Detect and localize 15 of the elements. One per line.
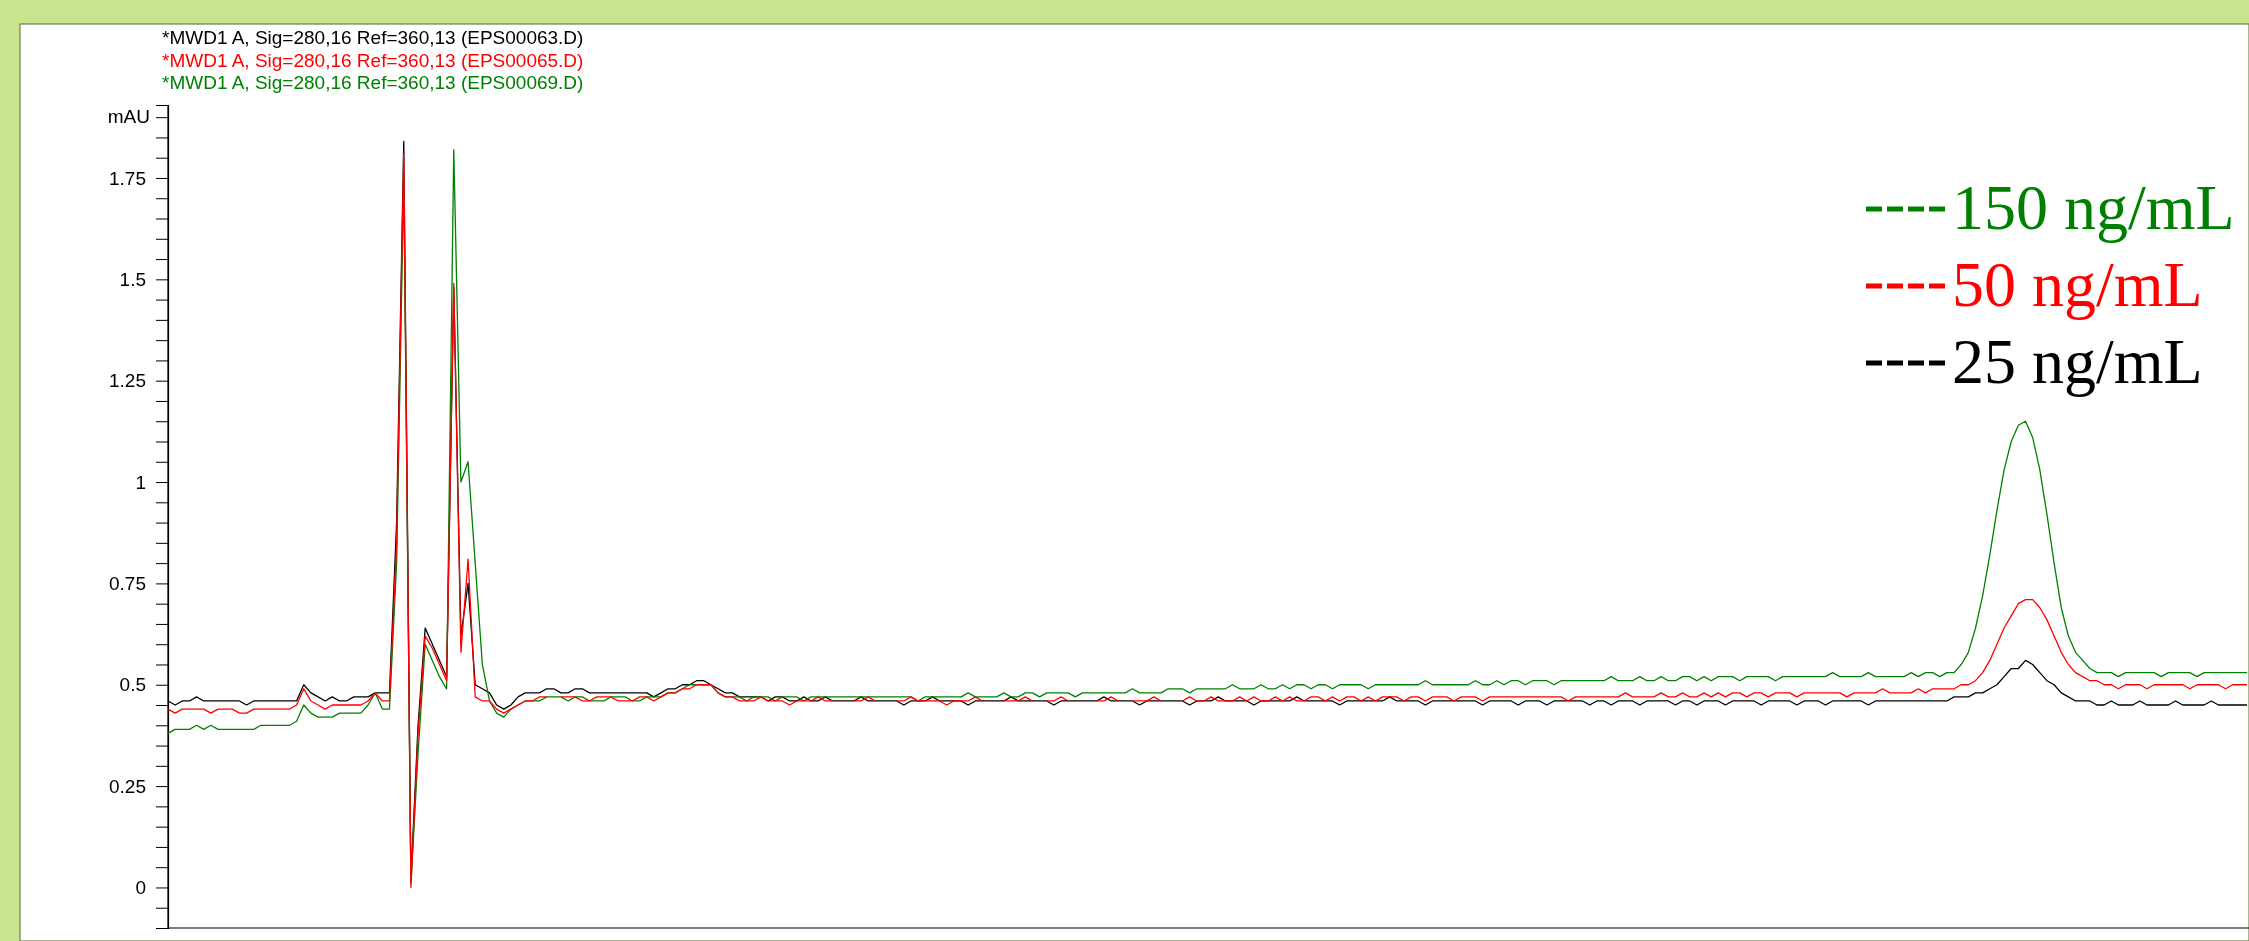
y-tick-label: 1.25 (109, 370, 146, 392)
y-tick-label: 0.75 (109, 572, 146, 594)
text: *MWD1 A, Sig=280,16 Ref=360,13 (EPS00065.D) (162, 49, 584, 71)
legend-label: 150 ng/mL (1952, 172, 2235, 243)
y-tick-label: 1.75 (109, 167, 146, 189)
legend-label: 25 ng/mL (1952, 326, 2203, 397)
y-tick-label: 1.5 (119, 268, 146, 290)
text: *MWD1 A, Sig=280,16 Ref=360,13 (EPS00063.D) (162, 27, 584, 48)
y-axis-title: mAU (107, 106, 150, 127)
legend-label: 50 ng/mL (1952, 249, 2203, 320)
text: *MWD1 A, Sig=280,16 Ref=360,13 (EPS00069.D) (162, 72, 584, 93)
y-tick-label: 0 (135, 877, 146, 899)
y-tick-label: 0.5 (119, 674, 146, 696)
y-tick-label: 1 (135, 471, 146, 493)
y-tick-label: 0.25 (109, 775, 146, 797)
